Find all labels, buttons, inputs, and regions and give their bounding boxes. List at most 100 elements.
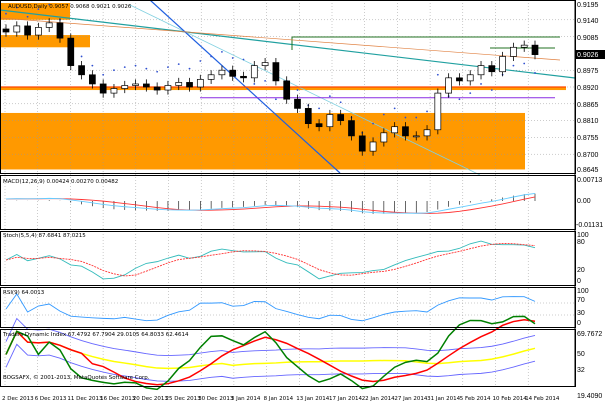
- candle: [35, 27, 42, 36]
- sar-dot: [145, 67, 148, 70]
- svg-text:19.4090: 19.4090: [577, 393, 602, 400]
- sar-dot: [48, 3, 51, 6]
- macd-axis: 0.00713 0.00 -0.01131: [576, 177, 603, 229]
- orange-zone: [0, 87, 566, 91]
- candle: [142, 83, 150, 88]
- candle: [99, 83, 107, 94]
- sar-dot: [156, 70, 159, 73]
- chart-title: AUDUSD,Daily 0.9057 0.9068 0.9021 0.9026: [8, 4, 132, 10]
- sar-dot: [274, 98, 277, 101]
- date-label: 20 Dec 2013: [133, 396, 169, 402]
- candle: [261, 62, 269, 66]
- macd-title: MACD(12,26,9) 0.00424 0.00270 0.00482: [3, 179, 118, 185]
- candle: [445, 77, 452, 94]
- candle: [45, 22, 53, 28]
- tdi-market-base-line: [5, 330, 536, 370]
- sar-dot: [458, 98, 461, 101]
- supply-demand-zones: [0, 3, 566, 170]
- date-label: 13 Jan 2014: [296, 396, 329, 402]
- candle: [229, 69, 237, 77]
- date-label: 11 Dec 2013: [67, 396, 103, 402]
- tdi-lower-band: [5, 343, 536, 382]
- candle: [520, 44, 528, 48]
- pane-frames: [0, 0, 576, 387]
- svg-text:50: 50: [577, 351, 585, 358]
- date-label: 10 Feb 2014: [493, 396, 528, 402]
- stoch-axis: 100 80 20 0: [577, 232, 589, 285]
- indicators: [0, 192, 575, 391]
- sar-dot: [177, 63, 180, 65]
- candle: [13, 25, 21, 33]
- candle: [380, 132, 388, 143]
- candle: [272, 62, 280, 82]
- candle: [218, 69, 226, 76]
- candle: [110, 88, 118, 94]
- svg-text:0.8865: 0.8865: [577, 102, 599, 109]
- candle: [423, 129, 431, 137]
- date-label: 17 Jan 2014: [329, 396, 362, 402]
- svg-text:0.00: 0.00: [577, 198, 591, 205]
- svg-text:0.8755: 0.8755: [577, 135, 599, 142]
- sar-dot: [123, 66, 126, 69]
- candle: [348, 120, 355, 137]
- date-label: 5 Feb 2014: [460, 396, 491, 402]
- sar-dot: [415, 116, 418, 119]
- sar-dot: [167, 66, 169, 69]
- svg-text:0: 0: [577, 278, 581, 285]
- candle: [67, 37, 75, 66]
- sar-dot: [221, 50, 223, 53]
- candle: [510, 46, 517, 57]
- svg-text:80: 80: [577, 239, 585, 246]
- candles: [2, 18, 539, 156]
- stoch-title: Stoch(5,5,4) 87.6841 87.0215: [3, 233, 86, 239]
- sar-dot: [339, 101, 342, 104]
- candle: [369, 141, 377, 152]
- candle: [304, 108, 312, 125]
- candle: [2, 28, 10, 33]
- svg-text:0.9085: 0.9085: [577, 35, 599, 42]
- tdi-axis: 69.7672 50 32 19.4090: [577, 331, 602, 400]
- candle: [434, 92, 442, 131]
- tdi-upper-band: [5, 317, 536, 356]
- sar-dot: [199, 60, 202, 62]
- candle: [207, 74, 215, 80]
- grid: [0, 0, 575, 386]
- trendline-light: [129, 4, 481, 176]
- current-price-tag: [575, 50, 605, 59]
- svg-text:0: 0: [577, 320, 581, 327]
- date-label: 31 Jan 2014: [427, 396, 460, 402]
- sar-dot: [37, 8, 40, 11]
- svg-text:32: 32: [577, 367, 585, 374]
- candle: [132, 83, 139, 86]
- date-label: 14 Feb 2014: [525, 396, 560, 402]
- date-label: 3 Jan 2014: [231, 396, 261, 402]
- sar-dot: [113, 69, 115, 72]
- pane-frame: [0, 287, 576, 328]
- candle: [283, 80, 291, 100]
- sar-dot: [264, 79, 267, 82]
- candle: [391, 126, 399, 134]
- sar-dot: [512, 64, 515, 67]
- pane-frame: [0, 231, 576, 286]
- sar-dot: [15, 6, 18, 9]
- price-axis: 0.9195 0.9140 0.9085 0.9026 0.8975 0.892…: [575, 2, 605, 174]
- sar-dot: [393, 107, 396, 110]
- svg-text:0.8645: 0.8645: [577, 167, 599, 174]
- sar-dot: [426, 110, 428, 113]
- sar-dot: [296, 89, 299, 91]
- sar-dot: [26, 15, 29, 18]
- candle: [89, 74, 96, 85]
- tdi-title: Traders Dynamic Index 67.4792 67.7904 29…: [2, 332, 189, 338]
- sar-dot: [469, 92, 472, 95]
- ma-line: [0, 17, 561, 61]
- candle: [412, 135, 420, 138]
- sar-dot: [534, 72, 536, 74]
- tdi-signal-line: [5, 318, 536, 386]
- svg-text:30: 30: [577, 310, 585, 317]
- candle: [196, 79, 204, 88]
- copyright: BOGSAFX, © 2001-2013, MetaQuotes Softwar…: [3, 374, 150, 381]
- candle: [402, 126, 409, 137]
- candle: [456, 77, 463, 82]
- date-label: 8 Jan 2014: [264, 396, 294, 402]
